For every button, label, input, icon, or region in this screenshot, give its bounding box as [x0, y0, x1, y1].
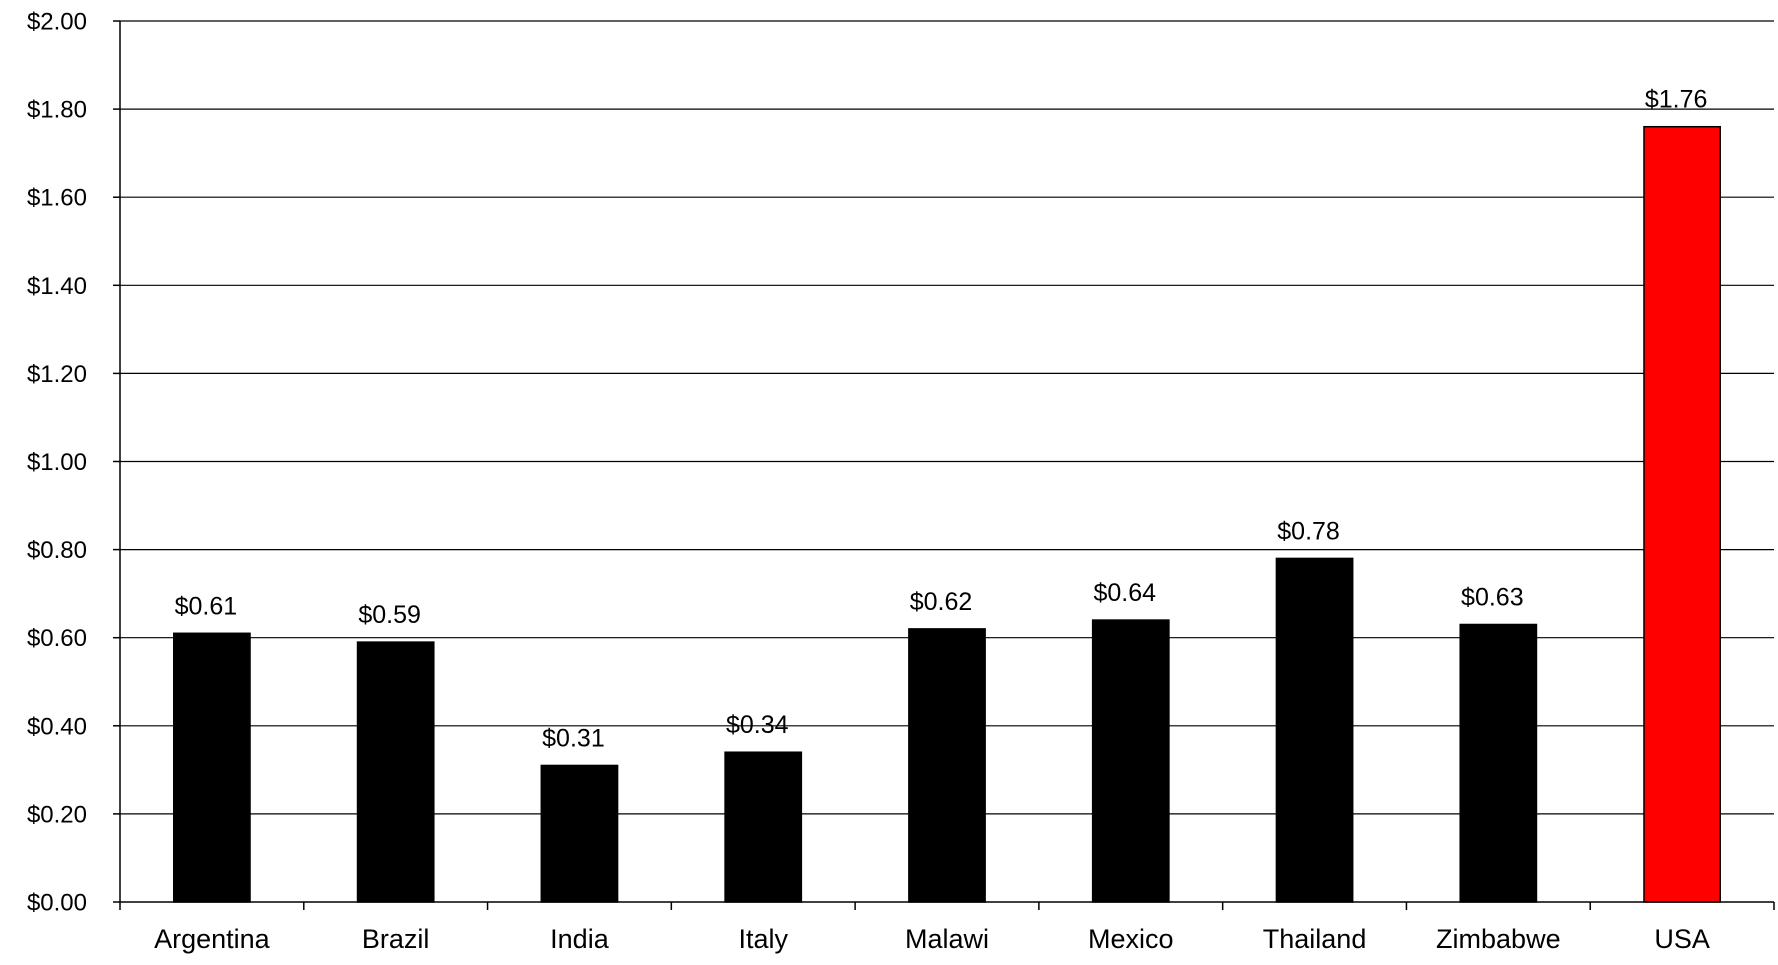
- y-tick-label: $1.80: [27, 97, 87, 124]
- y-tick-label: $0.60: [27, 625, 87, 652]
- bars: [173, 125, 1721, 903]
- data-label-thailand: $0.78: [1277, 517, 1340, 545]
- axes: [113, 20, 1774, 903]
- bar-usa: [1643, 125, 1721, 903]
- data-label-mexico: $0.64: [1093, 579, 1156, 607]
- data-label-malawi: $0.62: [910, 588, 973, 616]
- data-label-italy: $0.34: [726, 711, 789, 739]
- category-label-india: India: [550, 924, 610, 954]
- x-tick-marks: [119, 902, 1775, 910]
- y-tick-label: $1.20: [27, 361, 87, 388]
- category-label-argentina: Argentina: [154, 924, 271, 954]
- bar-india: [540, 764, 619, 903]
- bar-zimbabwe: [1459, 623, 1538, 903]
- bar-italy: [724, 751, 803, 903]
- y-tick-label: $0.40: [27, 713, 87, 740]
- data-label-zimbabwe: $0.63: [1461, 583, 1524, 611]
- data-labels: $0.61 $0.59 $0.31 $0.34 $0.62 $0.64 $0.78 $0.63…: [175, 86, 1708, 753]
- category-label-usa: USA: [1654, 924, 1710, 954]
- y-tick-label: $0.00: [27, 890, 87, 917]
- bar-thailand: [1275, 557, 1354, 903]
- category-label-brazil: Brazil: [362, 924, 430, 954]
- y-tick-labels: $0.00 $0.20 $0.40 $0.60 $0.80 $1.00 $1.20 $1.40…: [27, 9, 87, 917]
- data-label-india: $0.31: [542, 724, 605, 752]
- category-labels: Argentina Brazil India Italy Malawi Mexico Tha…: [154, 924, 1710, 954]
- bar-argentina: [173, 632, 251, 903]
- category-label-malawi: Malawi: [905, 924, 989, 954]
- y-tick-label: $1.40: [27, 273, 87, 300]
- category-label-zimbabwe: Zimbabwe: [1436, 924, 1561, 954]
- bar-malawi: [908, 628, 986, 903]
- y-tick-label: $1.00: [27, 449, 87, 476]
- data-label-argentina: $0.61: [175, 592, 238, 620]
- data-label-brazil: $0.59: [358, 601, 421, 629]
- category-label-thailand: Thailand: [1263, 924, 1367, 954]
- y-tick-label: $0.80: [27, 537, 87, 564]
- data-label-usa: $1.76: [1645, 86, 1708, 114]
- y-tick-label: $1.60: [27, 185, 87, 212]
- category-label-mexico: Mexico: [1088, 924, 1174, 954]
- bar-mexico: [1091, 619, 1170, 903]
- y-tick-label: $2.00: [27, 9, 87, 36]
- bar-brazil: [356, 641, 435, 903]
- y-tick-label: $0.20: [27, 801, 87, 828]
- category-label-italy: Italy: [738, 924, 788, 954]
